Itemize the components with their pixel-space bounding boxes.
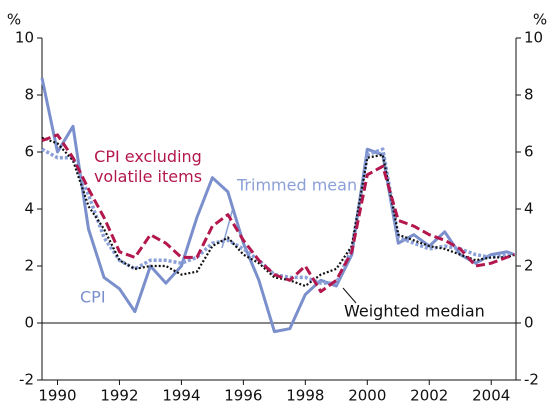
y-tick-label: 10 [15, 29, 34, 47]
x-tick-label: 1994 [162, 387, 200, 405]
x-tick-label: 2002 [410, 387, 448, 405]
series-line [40, 77, 516, 334]
x-tick-label: 1990 [38, 387, 76, 405]
series-label: CPI excluding volatile items [94, 147, 202, 186]
series-label: Trimmed mean [236, 176, 357, 195]
y-tick-label: 8 [24, 86, 34, 104]
y-tick-label: 0 [24, 314, 34, 332]
series-line [41, 136, 515, 288]
y-tick-label: 4 [24, 200, 34, 218]
x-tick-label: 1996 [224, 387, 262, 405]
series-label: Weighted median [344, 302, 485, 321]
y-axis-unit: % [7, 11, 21, 29]
series-line [41, 133, 516, 294]
series-label: CPI [80, 288, 106, 307]
y2-axis-unit: % [533, 11, 547, 29]
y2-tick-label: 8 [524, 86, 534, 104]
pointer [342, 287, 357, 304]
x-tick-label: 1992 [100, 387, 138, 405]
y2-tick-label: 0 [524, 314, 534, 332]
y-tick-label: -2 [19, 371, 34, 389]
x-tick-label: 2000 [348, 387, 386, 405]
x-tick-label: 2004 [472, 387, 510, 405]
y2-tick-label: 6 [524, 143, 534, 161]
y2-tick-label: -2 [524, 371, 539, 389]
y-tick-label: 6 [24, 143, 34, 161]
y2-tick-label: 10 [524, 29, 543, 47]
x-tick-label: 1998 [286, 387, 324, 405]
y2-tick-label: 4 [524, 200, 534, 218]
y2-tick-label: 2 [524, 257, 534, 275]
y-tick-label: 2 [24, 257, 34, 275]
